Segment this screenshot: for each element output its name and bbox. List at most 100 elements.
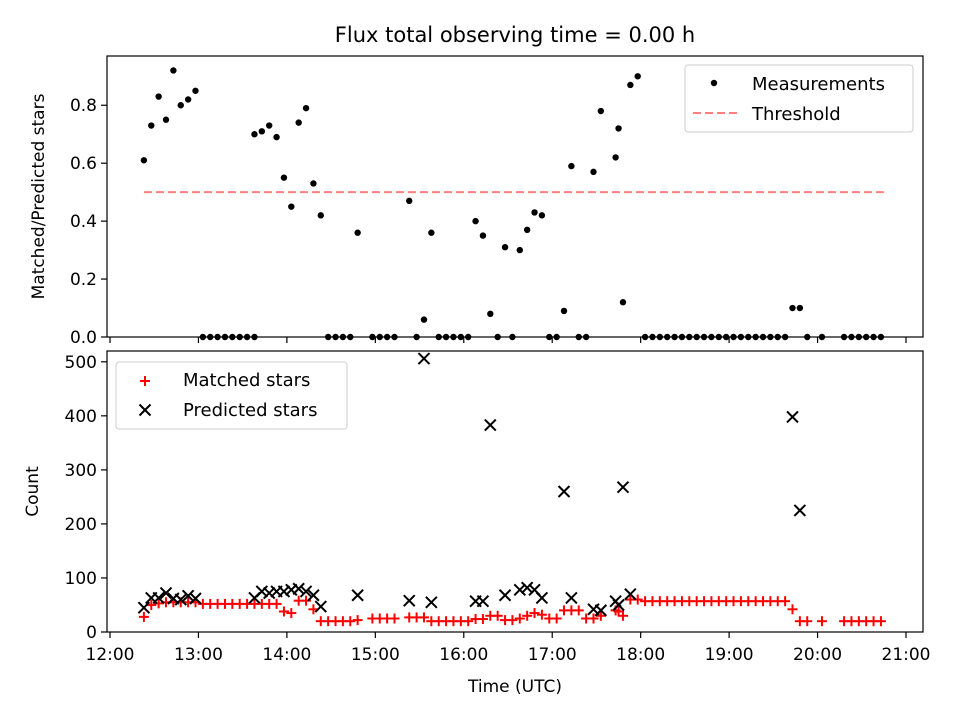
measurement-point	[877, 333, 885, 341]
predicted-star-point	[565, 591, 578, 605]
legend-box	[115, 361, 348, 430]
y-tick-label: 0.6	[70, 154, 97, 174]
predicted-star-point	[299, 585, 313, 598]
predicted-star-point	[786, 410, 799, 424]
measurement-point	[339, 333, 347, 341]
measurement-point	[457, 333, 465, 341]
matched-star-point	[278, 606, 289, 617]
measurement-point	[538, 212, 546, 219]
y-axis-label: Count	[23, 466, 43, 517]
measurement-point	[627, 81, 634, 89]
matched-star-point	[529, 608, 540, 619]
measurement-point	[383, 333, 391, 341]
measurement-point	[494, 333, 501, 341]
measurement-point	[214, 333, 221, 341]
measurement-point	[258, 128, 266, 135]
measurement-point	[221, 333, 229, 341]
measurement-point	[789, 304, 796, 312]
legend-predicted-marker	[138, 403, 152, 417]
measurement-point	[251, 333, 258, 341]
measurement-point	[546, 333, 553, 341]
measurement-point	[708, 333, 715, 341]
measurement-point	[649, 333, 656, 341]
measurement-point	[251, 131, 258, 138]
measurement-point	[774, 333, 781, 341]
predicted-star-point	[612, 598, 625, 612]
measurement-point	[745, 333, 752, 341]
measurement-point	[280, 174, 288, 181]
measurement-point	[568, 162, 575, 170]
measurement-point	[575, 333, 582, 341]
figure-title: Flux total observing time = 0.00 h	[335, 23, 695, 47]
measurement-point	[818, 333, 826, 341]
measurement-point	[295, 119, 302, 126]
matched-star-point	[551, 613, 562, 624]
legend-matched-marker	[140, 376, 150, 386]
x-tick-label: 16:00	[439, 645, 488, 665]
predicted-star-point	[351, 589, 364, 602]
predicted-star-point	[417, 352, 431, 365]
measurement-point	[184, 96, 192, 103]
y-tick-label: 100	[65, 569, 97, 589]
measurement-point	[487, 310, 494, 318]
measurement-point	[855, 333, 863, 341]
measurement-point	[302, 104, 310, 112]
measurement-point	[759, 333, 767, 341]
measurement-point	[236, 333, 243, 341]
predicted-star-point	[314, 600, 327, 613]
measurement-point	[509, 333, 516, 341]
legend: Matched stars Predicted stars	[115, 361, 348, 430]
measurement-point	[406, 197, 413, 205]
predicted-star-point	[307, 589, 320, 602]
measurement-point	[317, 212, 324, 219]
measurement-point	[737, 333, 745, 341]
measurement-point	[715, 333, 722, 341]
predicted-star-point	[137, 601, 151, 614]
matched-star-point	[507, 615, 518, 626]
predicted-star-point	[513, 583, 526, 597]
measurement-point	[229, 333, 236, 341]
measurement-point	[870, 333, 877, 341]
measurement-point	[863, 333, 870, 341]
measurement-point	[767, 333, 774, 341]
measurement-point	[428, 229, 435, 236]
predicted-star-point	[255, 585, 269, 598]
predicted-star-point	[152, 591, 165, 605]
matched-star-point	[536, 609, 547, 620]
matched-star-point	[787, 604, 798, 615]
x-tick-label: 20:00	[793, 645, 842, 665]
x-axis-label: Time (UTC)	[467, 677, 562, 697]
measurement-point	[207, 333, 214, 341]
measurement-point	[531, 209, 538, 216]
matched-star-point	[816, 616, 827, 627]
x-tick-label: 17:00	[528, 645, 577, 665]
predicted-star-point	[277, 585, 291, 598]
measurement-point	[634, 73, 641, 80]
matched-star-point	[389, 613, 400, 624]
predicted-star-point	[476, 594, 490, 608]
measurement-point	[310, 180, 317, 187]
x-tick-label: 15:00	[351, 645, 400, 665]
matched-star-point	[802, 616, 813, 627]
predicted-star-point	[520, 581, 534, 594]
matched-star-point	[271, 598, 282, 609]
measurement-point	[140, 157, 148, 164]
measurement-point	[523, 226, 531, 234]
measurement-point	[192, 87, 199, 94]
measurement-point	[266, 122, 273, 129]
measurement-point	[612, 154, 619, 161]
measurement-point	[752, 333, 759, 341]
axes-frame	[106, 350, 924, 633]
y-tick-label: 400	[65, 407, 97, 427]
x-tick-label: 18:00	[616, 645, 665, 665]
matched-star-point	[617, 610, 628, 621]
measurement-point	[413, 333, 420, 341]
predicted-star-point	[174, 593, 187, 606]
bottom-panel: 0 100 200 300 400 500 12:00 13:00 14:00 15:00 16:0…	[23, 350, 931, 697]
predicted-star-point	[535, 591, 549, 605]
measurement-point	[472, 217, 479, 225]
measurement-point	[501, 243, 509, 251]
measurement-point	[288, 203, 295, 210]
y-tick-label: 0.8	[70, 96, 97, 116]
predicted-star-point	[159, 586, 173, 600]
